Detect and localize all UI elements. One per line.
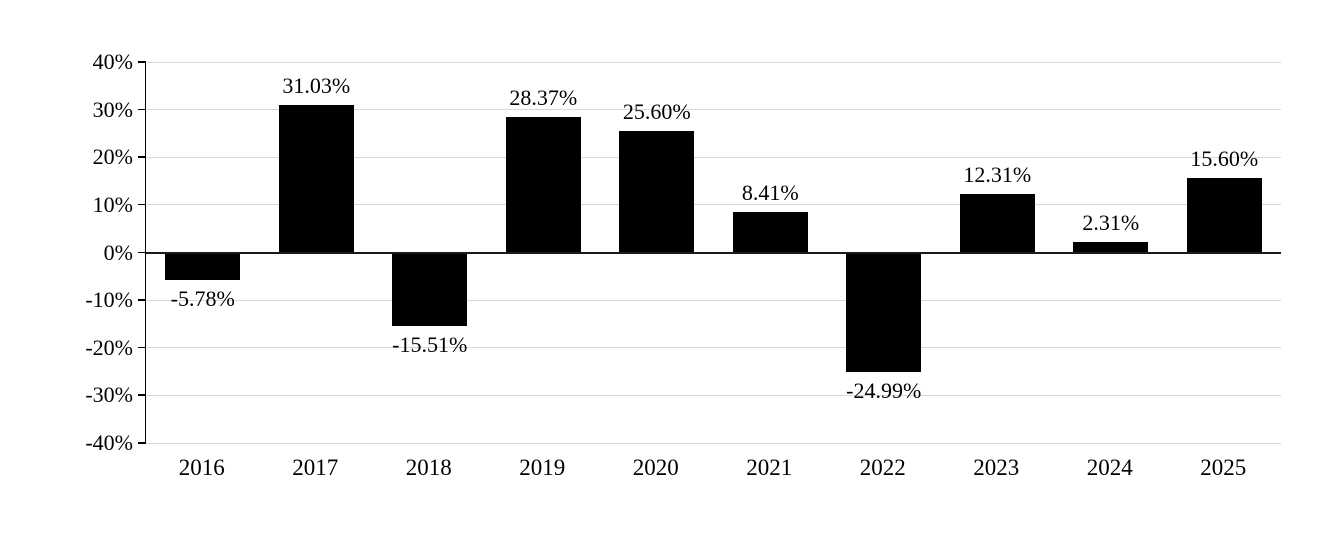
bar-data-label: 2.31%	[1082, 209, 1140, 235]
bar-column: 15.60%	[1168, 62, 1282, 443]
y-axis-label: 40%	[92, 49, 133, 74]
y-tick-mark	[138, 108, 146, 111]
bar-column: 2.31%	[1054, 62, 1168, 443]
x-axis-label: 2021	[746, 455, 793, 480]
x-axis-label: 2022	[859, 455, 906, 480]
bar-column: 28.37%	[487, 62, 601, 443]
y-axis-label: 30%	[92, 96, 133, 122]
gridline	[146, 347, 1281, 349]
y-axis-label: 10%	[92, 191, 133, 217]
bar-data-label: 31.03%	[282, 72, 351, 98]
bar-data-label: 12.31%	[963, 161, 1032, 187]
x-axis-label: 2023	[973, 455, 1020, 480]
bar-data-label: 8.41%	[741, 180, 799, 206]
y-tick-mark	[138, 346, 146, 349]
bar-column: -24.99%	[827, 62, 941, 443]
bar-2017[interactable]	[278, 104, 354, 253]
y-tick-mark	[138, 156, 146, 158]
x-axis-label: 2016	[178, 455, 225, 480]
gridline	[146, 299, 1281, 301]
bar-data-label: -24.99%	[846, 377, 922, 403]
gridline	[146, 61, 1281, 63]
bar-column: 12.31%	[941, 62, 1055, 443]
y-axis-label: 0%	[103, 239, 133, 265]
bar-2018[interactable]	[392, 252, 468, 327]
y-axis: 40% 30% 20% 10% 0% -10% -20% -30% -40%	[0, 49, 133, 455]
zero-axis-line	[146, 251, 1281, 254]
bar-column: -5.78%	[146, 62, 260, 443]
y-tick-mark	[138, 394, 146, 396]
bar-data-label: 25.60%	[622, 98, 691, 124]
gridline	[146, 109, 1281, 111]
x-axis-label: 2019	[519, 455, 566, 480]
bar-2016[interactable]	[165, 252, 241, 281]
bar-2025[interactable]	[1186, 178, 1262, 253]
bar-data-label: 28.37%	[509, 85, 578, 111]
x-axis-label: 2017	[292, 455, 339, 480]
plot-area: -5.78% 31.03% -15.51% 28.37% 25.60% 8.41% -24.…	[138, 61, 1282, 444]
x-axis-label: 2018	[405, 455, 452, 480]
y-tick-mark	[138, 251, 146, 253]
bar-column: 25.60%	[600, 62, 714, 443]
bar-data-label: 15.60%	[1190, 146, 1259, 172]
bar-2019[interactable]	[505, 117, 581, 253]
bar-2021[interactable]	[732, 212, 808, 253]
y-tick-mark	[138, 61, 146, 63]
y-axis-label: -20%	[85, 334, 133, 360]
bar-2020[interactable]	[619, 130, 695, 253]
x-axis-label: 2024	[1086, 455, 1133, 480]
y-axis-label: 20%	[92, 144, 133, 170]
y-tick-mark	[138, 203, 146, 206]
bar-data-label: -5.78%	[170, 286, 235, 312]
x-axis: 2016 2017 2018 2019 2020 2021 2022 2023 2024 2025	[145, 455, 1280, 485]
y-axis-label: -40%	[85, 430, 133, 455]
x-axis-label: 2020	[632, 455, 679, 480]
x-axis-label: 2025	[1200, 455, 1247, 480]
y-tick-mark	[138, 299, 146, 301]
y-axis-label: -10%	[85, 287, 133, 313]
gridline	[146, 442, 1281, 444]
gridline	[146, 156, 1281, 158]
bar-2023[interactable]	[959, 193, 1035, 253]
gridline	[146, 204, 1281, 206]
bar-2024[interactable]	[1073, 241, 1149, 253]
bar-data-label: -15.51%	[392, 332, 468, 358]
gridline	[146, 394, 1281, 396]
bar-2022[interactable]	[846, 252, 922, 372]
bar-column: 8.41%	[714, 62, 828, 443]
bar-column: -15.51%	[373, 62, 487, 443]
y-axis-label: -30%	[85, 382, 133, 408]
y-tick-mark	[138, 442, 146, 444]
bar-column: 31.03%	[260, 62, 374, 443]
